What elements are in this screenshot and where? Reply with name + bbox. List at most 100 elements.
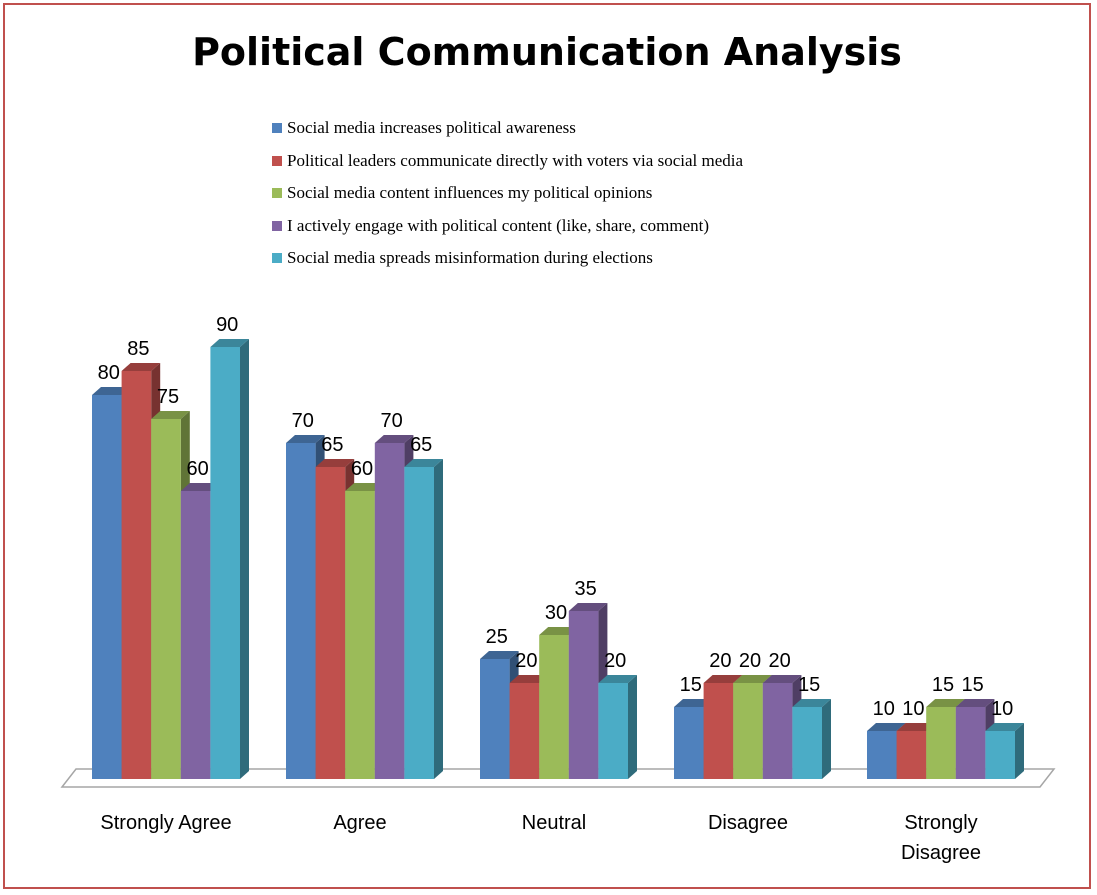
data-label: 90 <box>216 314 238 336</box>
bar <box>151 419 181 779</box>
legend-label: Political leaders communicate directly w… <box>287 150 744 170</box>
bar-top <box>404 459 443 467</box>
category-label: Agree <box>333 812 386 834</box>
bar-top <box>762 675 802 683</box>
bar <box>180 491 211 779</box>
bar <box>374 443 405 779</box>
bar-top <box>151 411 190 419</box>
bar <box>896 731 927 779</box>
bar-top <box>92 387 131 395</box>
data-label: 35 <box>574 578 596 600</box>
bar <box>674 707 704 779</box>
data-label: 20 <box>709 650 731 672</box>
bar-top <box>509 675 549 683</box>
category-label: Strongly Agree <box>100 812 231 834</box>
bar-top <box>926 699 965 707</box>
bar <box>792 707 822 779</box>
bar <box>955 707 986 779</box>
bar-top <box>985 723 1024 731</box>
bar <box>733 683 763 779</box>
category-label-line: Strongly <box>904 812 977 834</box>
legend-label: Social media content influences my polit… <box>287 183 653 203</box>
bar-top <box>568 603 608 611</box>
data-label: 20 <box>604 650 626 672</box>
bar <box>404 467 434 779</box>
chart-title: Political Communication Analysis <box>192 30 902 74</box>
legend-item: Social media increases political awarene… <box>272 112 743 145</box>
legend-item: I actively engage with political content… <box>272 210 743 243</box>
bar-side <box>1015 723 1024 779</box>
data-label: 15 <box>961 674 983 696</box>
data-label: 15 <box>932 674 954 696</box>
bar-top <box>539 627 578 635</box>
bar-top <box>374 435 414 443</box>
bar-top <box>598 675 637 683</box>
data-label: 60 <box>351 458 373 480</box>
bar-top <box>210 339 249 347</box>
bar-top <box>121 363 161 371</box>
bar <box>286 443 316 779</box>
category-label: Disagree <box>708 812 788 834</box>
legend-swatch <box>272 220 282 231</box>
bar <box>539 635 569 779</box>
bar <box>345 491 375 779</box>
bar <box>598 683 628 779</box>
legend-label: Social media spreads misinformation duri… <box>287 248 653 268</box>
bar-side <box>822 699 831 779</box>
legend-item: Social media content influences my polit… <box>272 177 743 210</box>
bar-top <box>315 459 355 467</box>
data-label: 30 <box>545 602 567 624</box>
bar-top <box>955 699 995 707</box>
data-label: 20 <box>768 650 790 672</box>
data-label: 70 <box>292 410 314 432</box>
legend-label: Social media increases political awarene… <box>287 118 576 138</box>
bar <box>92 395 122 779</box>
legend-swatch <box>272 188 282 199</box>
data-label: 10 <box>873 698 895 720</box>
bar-top <box>733 675 772 683</box>
data-label: 70 <box>380 410 402 432</box>
bar <box>762 683 793 779</box>
data-label: 65 <box>321 434 343 456</box>
bar <box>509 683 540 779</box>
data-label: 20 <box>515 650 537 672</box>
bar <box>315 467 346 779</box>
legend-item: Political leaders communicate directly w… <box>272 145 743 178</box>
data-label: 15 <box>798 674 820 696</box>
bar-top <box>792 699 831 707</box>
legend-swatch <box>272 253 282 264</box>
bar-top <box>703 675 743 683</box>
legend-swatch <box>272 155 282 166</box>
legend: Social media increases political awarene… <box>272 112 743 275</box>
bar <box>210 347 240 779</box>
bar-top <box>480 651 519 659</box>
bar-top <box>867 723 906 731</box>
data-label: 15 <box>680 674 702 696</box>
bar <box>985 731 1015 779</box>
bar-top <box>286 435 325 443</box>
data-label: 60 <box>186 458 208 480</box>
bar-side <box>434 459 443 779</box>
bar-side <box>628 675 637 779</box>
bar-top <box>345 483 384 491</box>
bar <box>121 371 152 779</box>
bar <box>867 731 897 779</box>
legend-swatch <box>272 123 282 134</box>
data-label: 25 <box>486 626 508 648</box>
data-label: 20 <box>739 650 761 672</box>
bar <box>703 683 734 779</box>
legend-label: I actively engage with political content… <box>287 215 710 235</box>
data-label: 65 <box>410 434 432 456</box>
legend-item: Social media spreads misinformation duri… <box>272 242 743 275</box>
data-label: 85 <box>127 338 149 360</box>
category-label: Strongly Disagree <box>901 812 981 864</box>
data-label: 75 <box>157 386 179 408</box>
category-label-line: Disagree <box>901 842 981 864</box>
bar <box>480 659 510 779</box>
bar-top <box>180 483 220 491</box>
data-label: 80 <box>98 362 120 384</box>
data-label: 10 <box>991 698 1013 720</box>
bar-top <box>674 699 713 707</box>
category-label: Neutral <box>522 812 586 834</box>
